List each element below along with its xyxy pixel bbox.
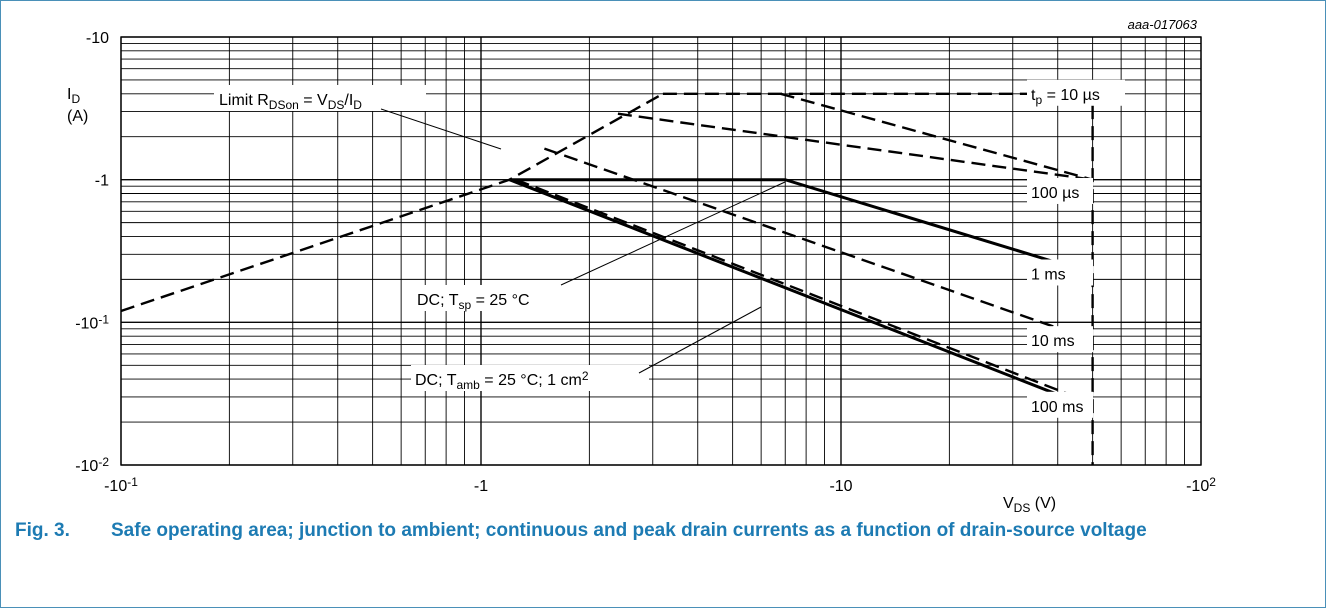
series-line <box>617 112 1093 181</box>
curve-label-bg <box>1027 177 1093 204</box>
figure-caption: Fig. 3. Safe operating area; junction to… <box>15 517 1311 545</box>
figure-caption-text: Safe operating area; junction to ambient… <box>111 520 1147 541</box>
x-tick-label: -10-1 <box>104 475 138 495</box>
series-line <box>780 92 1093 181</box>
curve-label-bg <box>1027 326 1093 353</box>
curve-label: 100 µs <box>1031 185 1079 202</box>
y-axis-unit: (A) <box>67 108 88 125</box>
series-line <box>508 178 1094 410</box>
leader-line <box>560 181 786 286</box>
plot-border <box>120 36 1202 466</box>
annotation-dc-tsp: DC; Tsp = 25 °C <box>417 292 530 312</box>
curve-label: 100 ms <box>1031 399 1083 416</box>
x-tick-label: -1 <box>474 478 488 495</box>
y-tick-label: -10-2 <box>75 455 109 475</box>
x-tick-label: -10 <box>829 478 852 495</box>
annotation-limit-rdson: Limit RDSon = VDS/ID <box>219 92 362 112</box>
y-tick-label: -1 <box>95 173 109 190</box>
annotation-bg <box>214 85 426 111</box>
annotation-dc-tamb: DC; Tamb = 25 °C; 1 cm2 <box>415 369 589 392</box>
curve-label: 10 ms <box>1031 333 1075 350</box>
curve-label: tp = 10 µs <box>1031 87 1100 107</box>
x-tick-label: -102 <box>1186 475 1216 495</box>
leader-line <box>380 108 502 150</box>
annotation-bg <box>411 365 649 391</box>
curve-label-bg <box>1027 79 1125 106</box>
curve-label: 1 ms <box>1031 266 1066 283</box>
curve-label-bg <box>1027 391 1093 418</box>
x-axis-label: VDS (V) <box>1003 495 1056 515</box>
series-line <box>509 178 1094 275</box>
y-tick-label: -10-1 <box>75 312 109 332</box>
series-line <box>544 147 1093 342</box>
y-axis-label: ID <box>67 86 80 106</box>
figure-id-code: aaa-017063 <box>1128 17 1198 32</box>
y-tick-label: -10 <box>86 30 109 47</box>
leader-line <box>638 306 762 374</box>
figure-number: Fig. 3. <box>15 520 70 541</box>
annotation-bg <box>413 285 583 311</box>
series-line <box>515 178 1094 405</box>
curve-label-bg <box>1027 259 1093 286</box>
series-line <box>120 92 664 313</box>
